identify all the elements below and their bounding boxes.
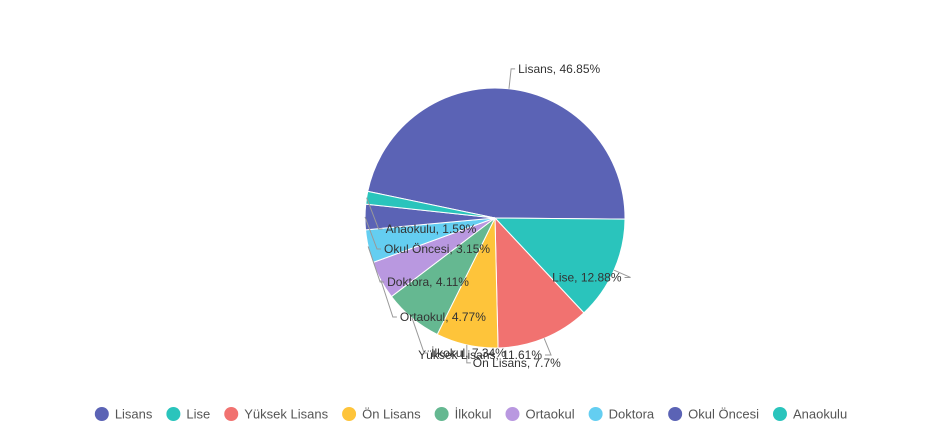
legend-label-okul-oncesi: Okul Öncesi [688,407,759,422]
legend-item-anaokulu[interactable]: Anaokulu [772,407,847,422]
legend-marker-doktora [588,407,603,421]
legend-marker-lise [166,407,181,421]
slice-label-lisans: Lisans, 46.85% [518,62,600,76]
legend-marker-on-lisans [342,407,357,421]
legend-marker-lisans [94,407,109,421]
slice-labels: Lisans, 46.85% Lise, 12.88% Yüksek Lisans,… [364,62,631,370]
legend-item-on-lisans[interactable]: Ön Lisans [342,407,421,422]
legend-item-okul-oncesi[interactable]: Okul Öncesi [668,407,759,422]
slice-label-lise: Lise, 12.88% [552,270,622,284]
legend-label-lisans: Lisans [115,407,153,422]
legend-marker-okul-oncesi [668,407,683,421]
legend-label-ilkokul: İlkokul [455,407,492,422]
legend-label-anaokulu: Anaokulu [793,407,847,422]
legend-label-on-lisans: Ön Lisans [362,407,421,422]
slice-label-anaokulu: Anaokulu, 1.59% [386,222,477,236]
legend-label-ortaokul: Ortaokul [525,407,574,422]
legend-item-doktora[interactable]: Doktora [588,407,655,422]
slice-label-yuksek-lisans: Yüksek Lisans, 11.61% [418,348,542,362]
legend-label-doktora: Doktora [609,407,655,422]
legend-marker-ilkokul [434,407,449,421]
label-leader-ilkokul [411,318,429,354]
pie-slice-yuksek-lisans[interactable] [494,216,585,349]
pie-slices [364,87,626,349]
label-leader-doktora [367,246,385,283]
pie-slice-lisans[interactable] [367,87,626,220]
slice-label-okul-oncesi: Okul Öncesi, 3.15% [384,242,490,256]
label-leader-yuksek-lisans [543,338,552,356]
slice-label-on-lisans: Ön Lisans, 7.7% [473,356,561,370]
label-leader-okul-oncesi [364,216,382,250]
label-leader-lisans [508,68,516,89]
legend-label-yuksek-lisans: Yüksek Lisans [244,407,328,422]
legend-item-lisans[interactable]: Lisans [94,407,153,422]
label-leader-ortaokul [380,280,397,318]
slice-label-ortaokul: Ortaokul, 4.77% [400,310,486,324]
legend-item-lise[interactable]: Lise [166,407,210,422]
slice-label-ilkokul: İlkokul, 7.34% [431,346,506,360]
legend-label-lise: Lise [186,407,210,422]
legend-item-ilkokul[interactable]: İlkokul [434,407,492,422]
label-leader-anaokulu [366,197,383,230]
slice-label-doktora: Doktora, 4.11% [387,275,469,289]
legend-marker-anaokulu [772,407,787,421]
legend-marker-ortaokul [505,407,520,421]
legend-marker-yuksek-lisans [224,407,239,421]
legend: Lisans Lise Yüksek Lisans Ön Lisans İlkokul O… [94,407,847,422]
label-leader-on-lisans [466,344,471,364]
legend-item-yuksek-lisans[interactable]: Yüksek Lisans [224,407,329,422]
legend-item-ortaokul[interactable]: Ortaokul [505,407,575,422]
label-leader-lise [613,269,631,278]
